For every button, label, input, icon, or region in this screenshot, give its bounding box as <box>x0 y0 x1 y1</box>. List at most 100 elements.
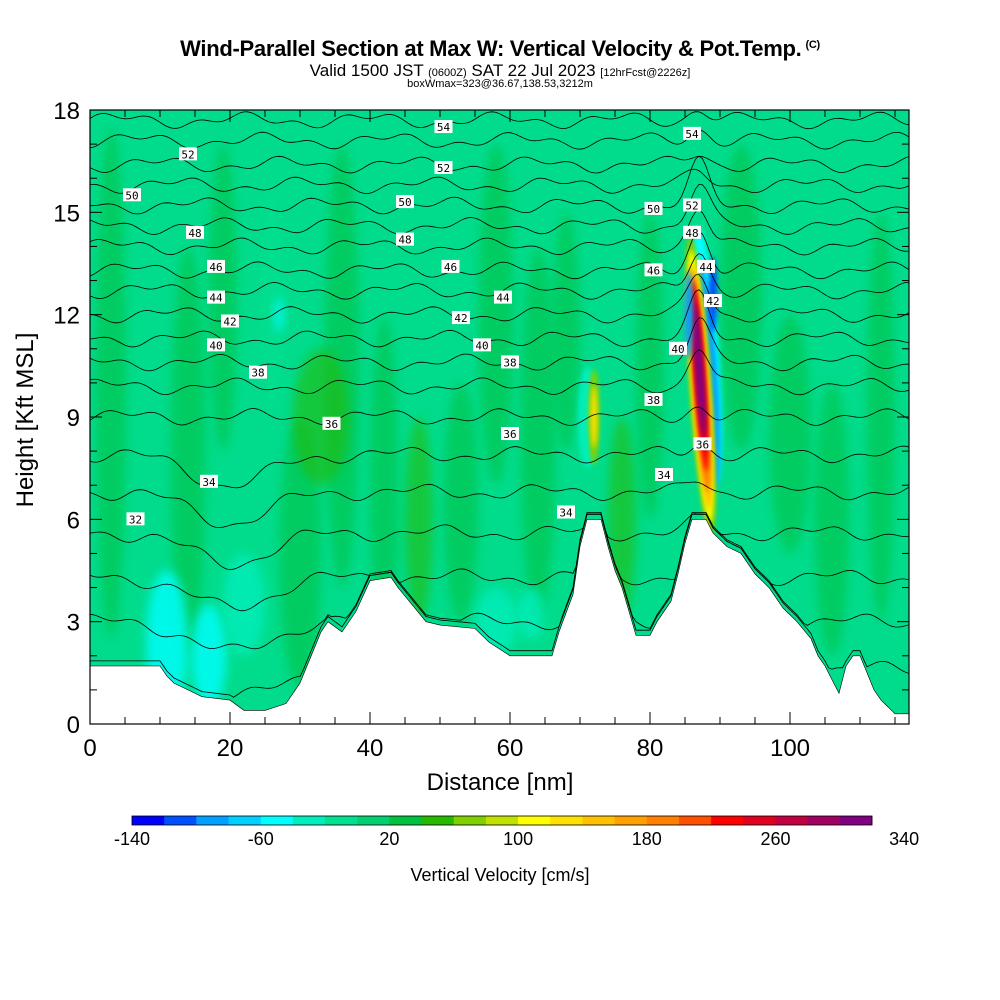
contour-label: 50 <box>396 195 414 209</box>
colorbar-frame <box>131 815 873 826</box>
colorbar-swatch <box>196 816 229 825</box>
velocity-band <box>552 212 580 452</box>
contour-label-box <box>126 512 145 526</box>
contour-label-text: 42 <box>706 295 719 308</box>
contour-label-box <box>704 294 722 308</box>
contour-label: 48 <box>683 225 701 240</box>
colorbar-swatch <box>357 816 390 825</box>
theta-contour-line <box>90 155 909 174</box>
contour-label: 46 <box>644 263 663 277</box>
velocity-band <box>170 246 206 656</box>
contour-label-text: 50 <box>398 196 411 209</box>
colorbar-swatch <box>582 816 616 825</box>
y-tick-label: 3 <box>67 610 80 637</box>
colorbar-swatch <box>421 816 455 825</box>
y-tick-label: 12 <box>53 303 80 330</box>
colorbar: -140 -60 20 100 180 260 340 <box>114 815 919 849</box>
contour-label-box <box>683 198 701 212</box>
contour-label: 42 <box>452 311 470 325</box>
chart-title-text: Wind-Parallel Section at Max W: Vertical… <box>180 36 802 61</box>
velocity-band <box>405 416 433 622</box>
contour-label-box <box>669 341 687 355</box>
contour-label-text: 48 <box>685 227 698 240</box>
contour-label: 52 <box>434 160 453 175</box>
contour-label-text: 54 <box>685 128 699 141</box>
terrain <box>89 519 910 725</box>
contour-label-box <box>501 355 519 369</box>
contour-label-box <box>494 290 512 304</box>
velocity-field <box>90 110 909 724</box>
theta-contour-line <box>90 513 909 571</box>
colorbar-swatch <box>807 816 841 825</box>
contour-label: 50 <box>644 201 663 216</box>
theta-contours <box>90 111 909 698</box>
theta-contour-line <box>90 168 909 195</box>
contour-label: 36 <box>693 437 712 451</box>
colorbar-swatch <box>485 816 519 825</box>
contour-label-text: 40 <box>209 339 222 352</box>
contour-label-text: 36 <box>696 438 709 451</box>
contour-label-box <box>473 338 491 352</box>
y-axis-label: Height [Kft MSL] <box>12 333 39 508</box>
colorbar-swatch <box>518 816 551 825</box>
colorbar-swatch <box>453 816 487 825</box>
contour-label: 48 <box>186 225 204 240</box>
contour-label-text: 38 <box>503 356 516 369</box>
velocity-band <box>769 314 811 554</box>
colorbar-swatch <box>678 816 712 825</box>
copyright-mark: (C) <box>805 38 820 51</box>
contour-label-text: 50 <box>125 189 138 202</box>
contour-label-text: 42 <box>223 315 236 328</box>
y-tick-label: 6 <box>67 507 80 534</box>
contour-label-box <box>655 467 673 481</box>
colorbar-swatch <box>325 816 358 825</box>
contour-label-text: 34 <box>202 476 216 489</box>
contour-label-text: 34 <box>559 507 573 520</box>
contour-label: 46 <box>441 259 460 274</box>
downdraft-area <box>274 297 284 332</box>
colorbar-tick-label: -140 <box>114 829 150 849</box>
x-axis: 0 20 40 60 80 100 <box>83 110 896 762</box>
contour-label-text: 46 <box>444 261 457 274</box>
contour-label-box <box>207 259 225 273</box>
contour-label-box <box>179 147 197 161</box>
colorbar-tick-label: 340 <box>889 829 919 849</box>
theta-contour-line <box>90 513 909 612</box>
x-tick-label: 40 <box>357 735 384 762</box>
contour-label-box <box>249 365 267 379</box>
contour-label-box <box>452 311 470 325</box>
colorbar-tick-label: 100 <box>503 829 533 849</box>
colorbar-swatch <box>614 816 648 825</box>
contour-label-box <box>396 195 414 209</box>
contour-label-box <box>693 437 712 451</box>
x-tick-label: 20 <box>217 735 244 762</box>
theta-contour-line <box>90 155 909 215</box>
x-tick-label: 60 <box>497 735 524 762</box>
colorbar-swatch <box>550 816 583 825</box>
contour-label-text: 32 <box>129 513 142 526</box>
velocity-band <box>95 127 127 639</box>
colorbar-tick-label: 20 <box>379 829 399 849</box>
contour-label: 34 <box>557 505 575 520</box>
contour-label: 52 <box>683 198 701 213</box>
downdraft-area <box>191 604 227 707</box>
colorbar-swatch <box>164 816 197 825</box>
contour-label: 44 <box>697 259 715 274</box>
colorbar-tick-label: 260 <box>760 829 790 849</box>
contour-label-text: 44 <box>209 292 223 305</box>
theta-contour-line <box>90 317 909 372</box>
contour-label-text: 44 <box>699 261 713 274</box>
contour-label-text: 34 <box>657 469 671 482</box>
x-axis-label: Distance [nm] <box>427 769 574 796</box>
velocity-band <box>293 348 349 486</box>
contour-label-box <box>441 259 460 273</box>
theta-contour-line <box>90 481 909 529</box>
velocity-band <box>443 382 479 622</box>
colorbar-swatch <box>389 816 422 825</box>
downdraft-area <box>223 553 265 656</box>
contour-label-text: 38 <box>647 394 660 407</box>
contour-label-box <box>186 225 204 239</box>
colorbar-swatch <box>711 816 744 825</box>
